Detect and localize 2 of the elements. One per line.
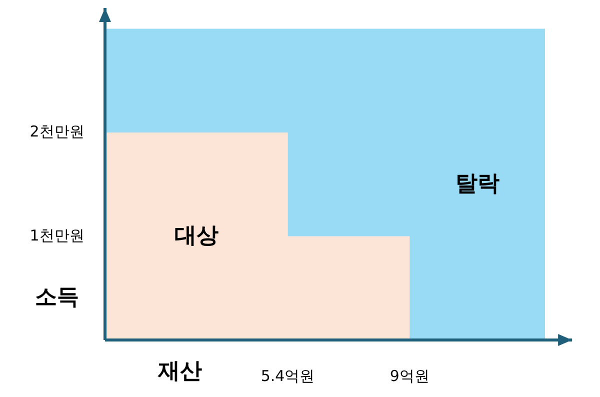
xlabel: 재산 [158, 359, 202, 384]
ylabel: 소득 [35, 285, 79, 310]
